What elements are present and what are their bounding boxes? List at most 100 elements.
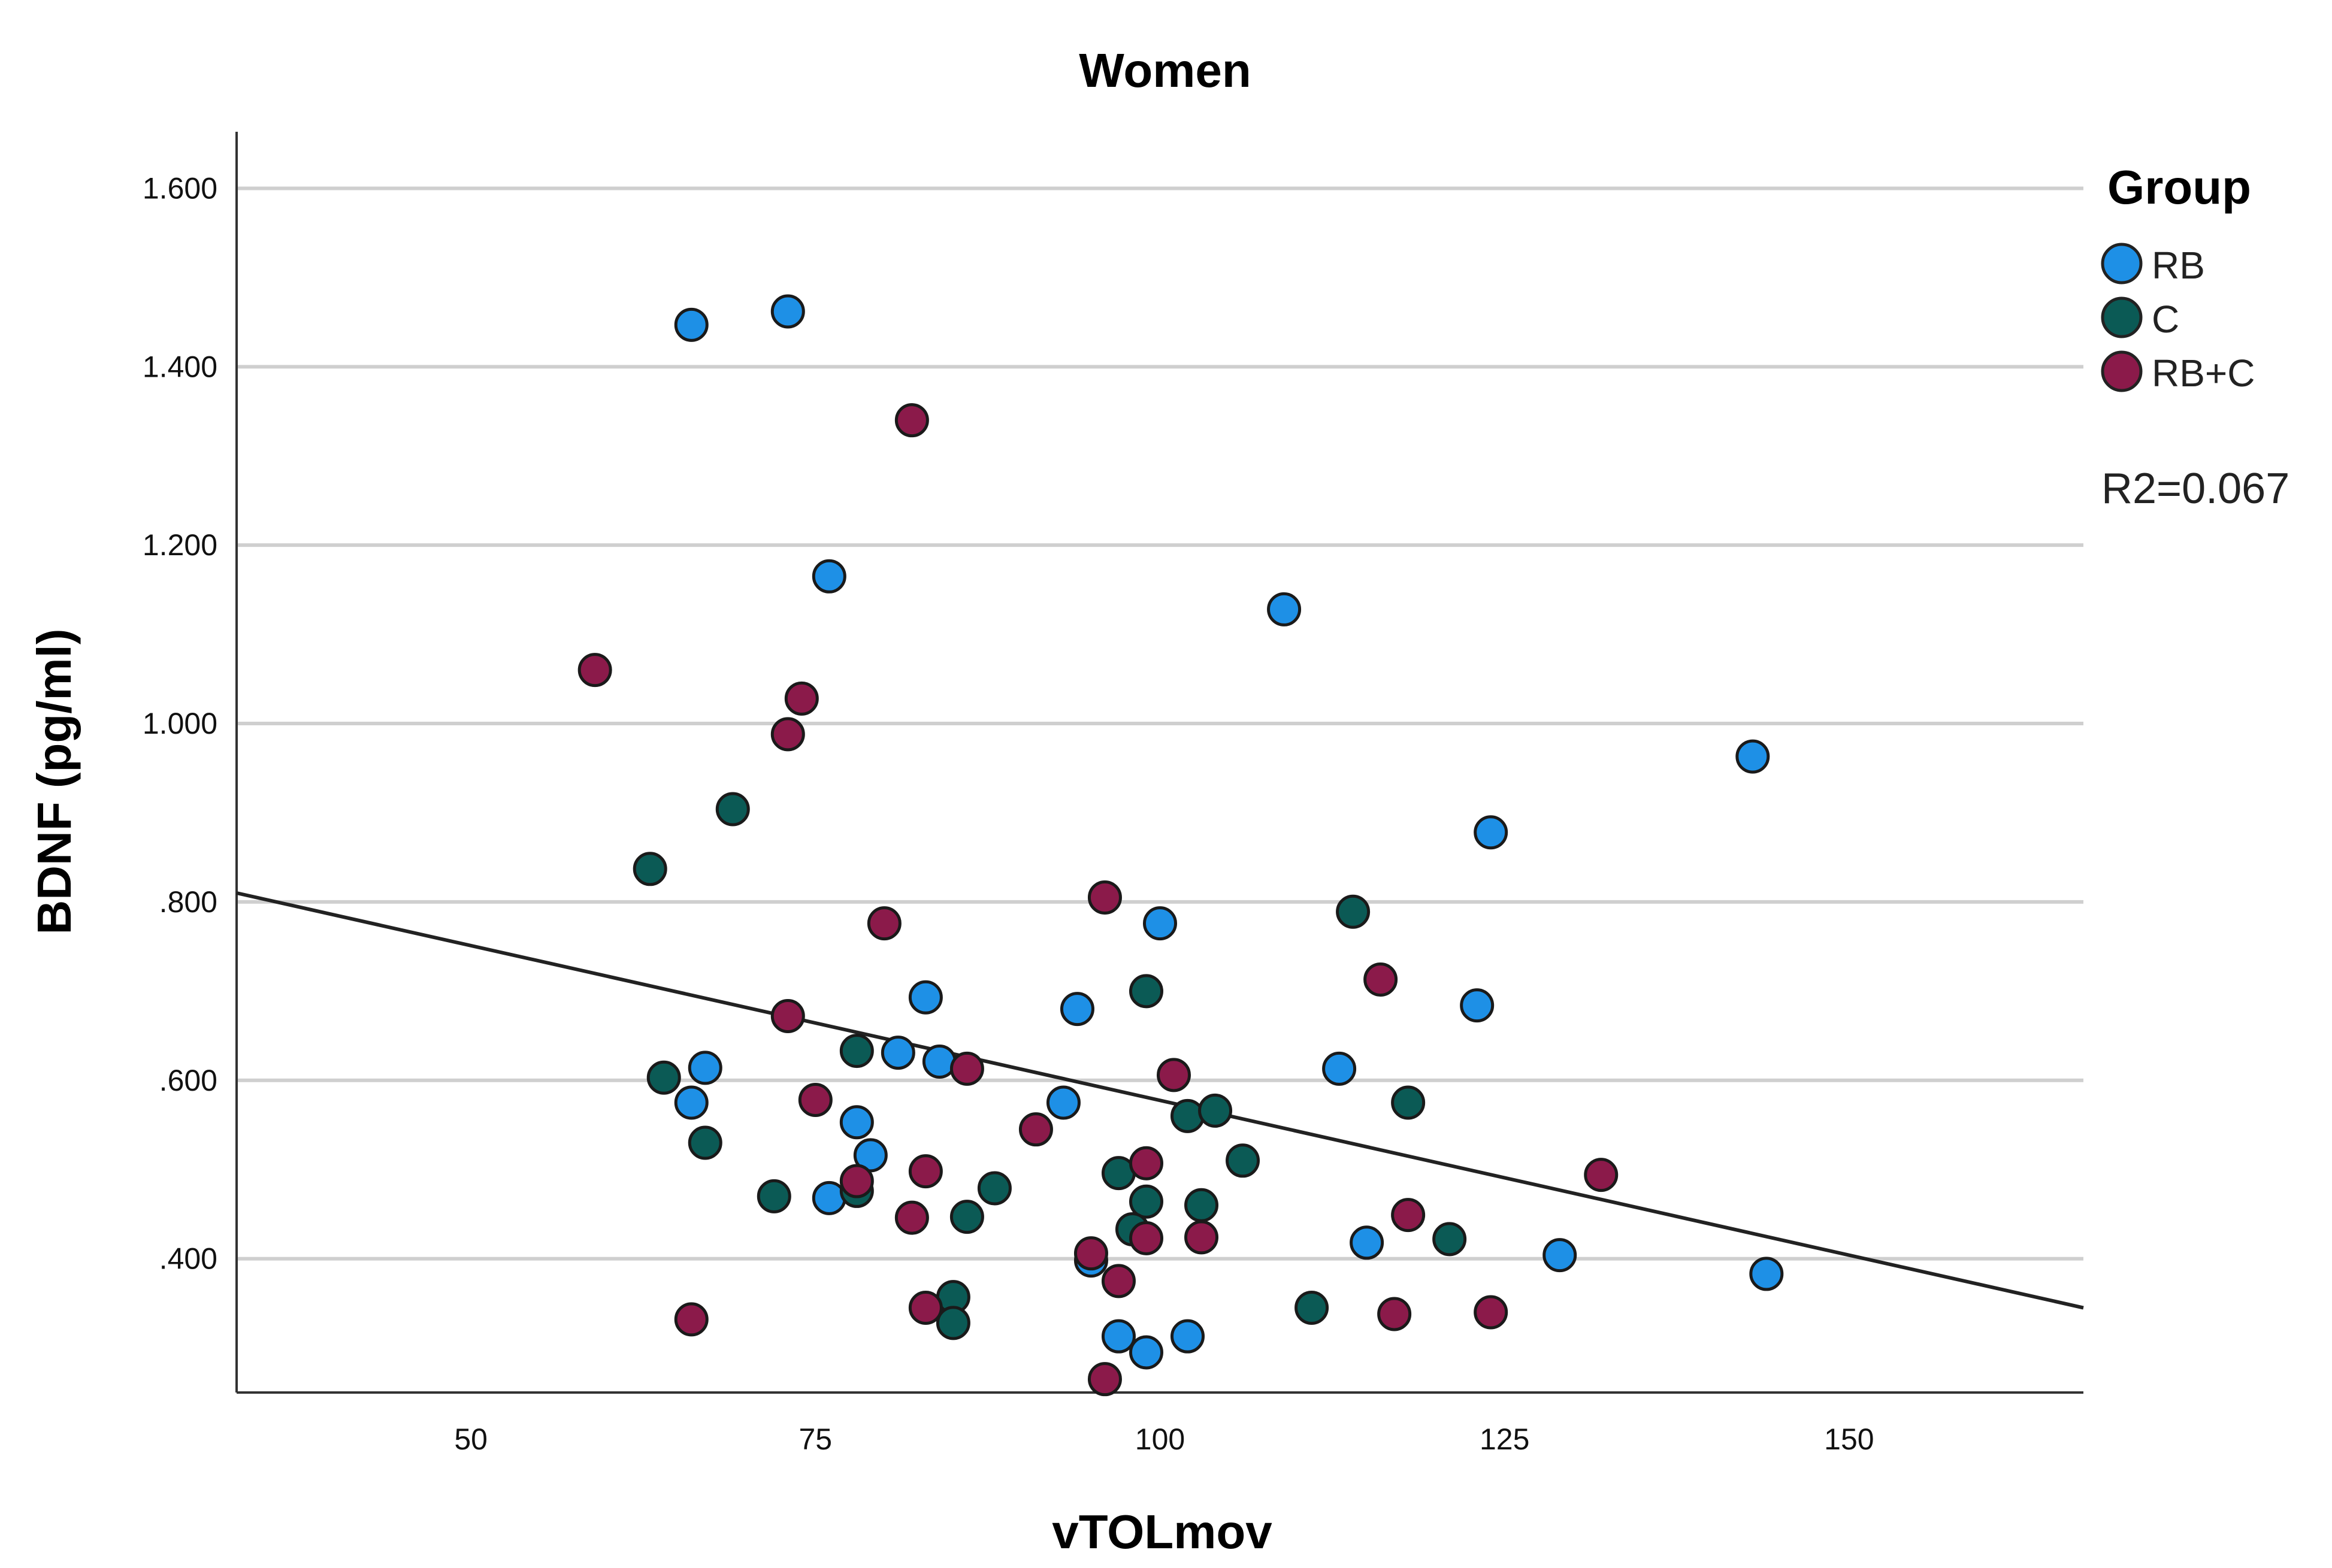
x-tick-label: 100 xyxy=(1135,1422,1185,1456)
point-c xyxy=(1226,1143,1260,1178)
point-c xyxy=(839,1034,874,1068)
x-tick-label: 150 xyxy=(1824,1422,1874,1456)
point-rb-c xyxy=(1391,1198,1426,1233)
point-rb-c xyxy=(784,681,819,716)
point-rb-c xyxy=(908,1154,943,1189)
legend-label-rb-c: RB+C xyxy=(2152,352,2255,395)
point-rb xyxy=(1542,1238,1577,1273)
point-rb-c xyxy=(1087,880,1122,915)
point-rb xyxy=(770,294,805,329)
point-rb-c xyxy=(1474,1295,1508,1330)
point-rb-c xyxy=(894,403,929,438)
y-tick-label: 1.400 xyxy=(143,350,217,383)
legend-label-c: C xyxy=(2152,298,2179,341)
point-c xyxy=(1391,1085,1426,1120)
point-rb xyxy=(812,559,846,594)
point-rb-c xyxy=(1157,1058,1191,1092)
point-c xyxy=(936,1306,970,1340)
legend-marker-rb-c xyxy=(2101,350,2143,392)
point-c xyxy=(688,1125,722,1160)
x-tick-labels: 50 75 100 125 150 xyxy=(454,1422,1874,1456)
point-rb-c xyxy=(908,1291,943,1325)
point-c xyxy=(1170,1098,1205,1133)
legend-label-rb: RB xyxy=(2152,244,2205,287)
point-c xyxy=(1129,1184,1163,1219)
legend-marker-c xyxy=(2101,296,2143,338)
point-rb xyxy=(908,980,943,1015)
legend-marker-rb xyxy=(2101,243,2143,284)
point-rb xyxy=(674,307,709,342)
point-rb-c xyxy=(1018,1112,1053,1147)
y-tick-label: 1.000 xyxy=(143,707,217,740)
point-rb xyxy=(881,1036,915,1070)
point-c xyxy=(1294,1291,1329,1325)
y-tick-label: 1.200 xyxy=(143,528,217,562)
point-c xyxy=(1336,894,1371,929)
point-rb-c xyxy=(1184,1220,1219,1255)
point-rb xyxy=(1460,988,1495,1023)
point-rb xyxy=(1170,1319,1205,1354)
point-rb xyxy=(1749,1257,1784,1291)
point-rb-c xyxy=(1129,1221,1163,1255)
point-rb xyxy=(839,1105,874,1140)
x-tick-label: 75 xyxy=(799,1422,833,1456)
point-c xyxy=(633,852,667,886)
point-c xyxy=(1198,1093,1233,1128)
point-rb-c xyxy=(1129,1146,1163,1180)
point-rb xyxy=(1143,906,1177,941)
y-axis-title: BDNF (pg/ml) xyxy=(28,628,81,934)
point-rb xyxy=(674,1085,709,1120)
point-rb-c xyxy=(1584,1158,1619,1192)
point-c xyxy=(757,1179,791,1213)
point-rb-c xyxy=(839,1164,874,1198)
point-rb-c xyxy=(577,653,612,688)
y-tick-label: .400 xyxy=(159,1242,217,1276)
point-rb-c xyxy=(1363,962,1398,997)
point-rb-c xyxy=(1087,1362,1122,1397)
point-rb xyxy=(1129,1335,1163,1370)
point-rb xyxy=(1046,1085,1081,1120)
x-axis-title: vTOLmov xyxy=(1052,1505,1272,1558)
point-rb-c xyxy=(1101,1264,1136,1298)
fit-line xyxy=(236,891,2084,1310)
y-tick-label: 1.600 xyxy=(143,171,217,205)
point-c xyxy=(1129,974,1163,1009)
point-rb-c xyxy=(894,1200,929,1235)
point-rb xyxy=(1267,592,1302,626)
point-rb-c xyxy=(674,1302,709,1337)
point-rb xyxy=(688,1051,722,1085)
point-rb xyxy=(1060,992,1094,1027)
point-c xyxy=(949,1200,984,1234)
y-tick-labels: .400 .600 .800 1.000 1.200 1.400 1.600 xyxy=(143,171,217,1275)
point-c xyxy=(715,792,750,827)
point-rb xyxy=(812,1180,846,1215)
grid-lines xyxy=(237,186,2083,1261)
y-tick-label: .600 xyxy=(159,1064,217,1097)
point-rb-c xyxy=(867,906,902,941)
point-rb xyxy=(1735,739,1770,774)
fit-line-group xyxy=(236,891,2084,1310)
point-rb-c xyxy=(1073,1236,1108,1271)
point-c xyxy=(1432,1222,1467,1257)
point-rb-c xyxy=(798,1083,833,1118)
r-squared-annotation: R2=0.067 xyxy=(2101,465,2289,513)
point-rb xyxy=(1474,815,1508,850)
data-points xyxy=(577,294,1784,1397)
point-rb xyxy=(922,1044,957,1079)
point-rb-c xyxy=(1377,1297,1412,1331)
point-rb xyxy=(1322,1051,1357,1086)
legend-title: Group xyxy=(2107,161,2251,214)
chart-title: Women xyxy=(1079,44,1251,97)
point-rb-c xyxy=(770,999,805,1034)
point-rb-c xyxy=(949,1051,984,1086)
point-rb xyxy=(1101,1319,1136,1354)
point-rb xyxy=(853,1138,888,1173)
point-c xyxy=(977,1171,1012,1206)
point-rb-c xyxy=(770,717,805,752)
x-tick-label: 50 xyxy=(454,1422,488,1456)
point-c xyxy=(646,1060,681,1095)
y-tick-label: .800 xyxy=(159,885,217,919)
x-tick-label: 125 xyxy=(1480,1422,1529,1456)
